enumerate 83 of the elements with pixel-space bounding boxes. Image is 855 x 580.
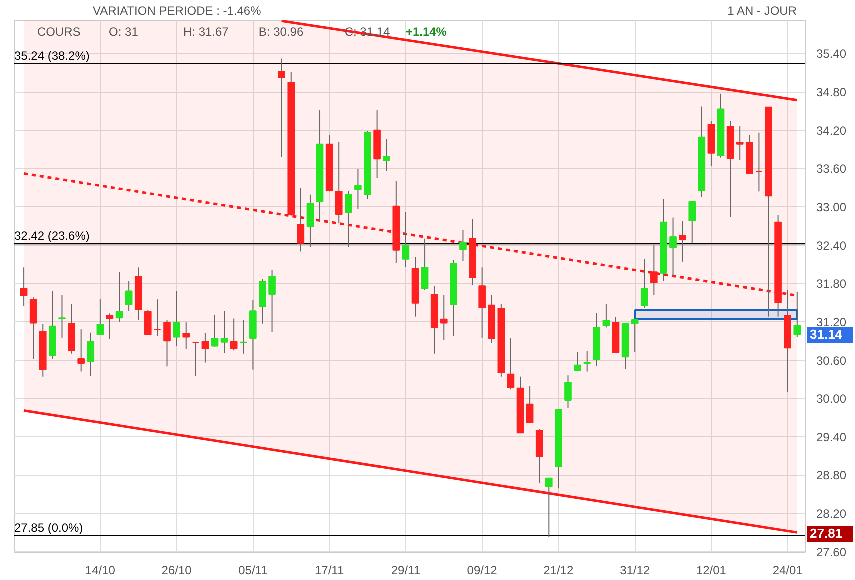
candlestick: [354, 168, 362, 210]
candlestick: [182, 322, 190, 350]
ref-line-label: 32.42 (23.6%): [14, 229, 90, 244]
candlestick: [345, 190, 352, 248]
candlestick: [546, 478, 553, 538]
annotation: B: 30.96: [258, 25, 304, 40]
y-tick-label: 34.20: [816, 124, 847, 138]
x-tick-label: 17/11: [314, 564, 344, 578]
candlestick: [460, 229, 467, 262]
candlestick: [794, 291, 802, 338]
candlestick: [268, 270, 276, 333]
candlestick: [230, 318, 238, 352]
ref-line-label: 35.24 (38.2%): [14, 48, 90, 63]
candlestick: [220, 310, 228, 354]
candlestick: [440, 294, 448, 341]
y-tick-label: 31.20: [816, 315, 847, 330]
y-tick-label: 32.40: [816, 238, 847, 253]
candlestick: [421, 238, 429, 291]
annotation: O: 31: [109, 25, 139, 40]
candlestick: [192, 342, 200, 377]
candlestick: [640, 258, 648, 308]
y-tick-label: 34.80: [816, 86, 847, 100]
x-tick-label: 14/10: [85, 564, 116, 578]
y-tick-label: 29.40: [816, 430, 847, 444]
candlestick: [756, 132, 763, 192]
candlestick: [631, 318, 639, 352]
y-tick-label: 27.60: [816, 545, 847, 560]
candlestick: [125, 280, 133, 312]
y-tick-label: 30.00: [816, 392, 847, 406]
candlestick: [602, 304, 610, 328]
x-tick-label: 26/10: [162, 564, 192, 578]
candlestick: [240, 320, 248, 354]
candlestick: [383, 138, 390, 172]
x-tick-label: 31/12: [620, 564, 650, 578]
x-tick-label: 09/12: [467, 564, 498, 578]
text: 27.81: [810, 526, 843, 542]
candlestick: [526, 386, 534, 424]
ref-line-label: 27.85 (0.0%): [14, 520, 84, 535]
x-tick-label: 21/12: [544, 564, 574, 578]
candlestick: [574, 351, 582, 372]
candlestick: [306, 194, 314, 248]
candlestick: [78, 329, 85, 372]
candlestick: [154, 299, 162, 336]
candlestick: [58, 294, 66, 338]
candlestick: [736, 126, 744, 161]
chart-subtitle: VARIATION PERIODE : -1.46%: [93, 3, 262, 20]
candlestick: [211, 314, 219, 348]
candlestick: [402, 212, 410, 268]
x-tick-label: 24/01: [772, 564, 804, 578]
text: 1 AN - JOUR: [728, 3, 797, 20]
candlestick: [584, 350, 591, 372]
y-tick-label: 35.40: [816, 47, 847, 62]
y-tick-label: 28.80: [816, 468, 847, 483]
annotation: H: 31.67: [183, 25, 230, 40]
annotation: COURS: [37, 25, 81, 40]
candlestick: [478, 267, 486, 338]
candlestick: [116, 272, 124, 322]
annotation: +1.14%: [406, 25, 448, 40]
candlestick: [20, 267, 28, 306]
candlestick: [679, 220, 686, 262]
y-tick-label: 33.00: [816, 200, 847, 214]
candlestick: [164, 320, 171, 368]
text: 31.14: [810, 327, 843, 343]
candlestick: [96, 299, 104, 336]
candlestick: [144, 310, 152, 336]
candlestick: [297, 188, 305, 252]
candlestick: [106, 313, 114, 340]
x-tick-label: 12/01: [696, 564, 727, 578]
x-tick-label: 05/11: [238, 564, 268, 578]
candlestick: [688, 201, 696, 244]
y-tick-label: 31.80: [816, 277, 847, 292]
candlestick: [278, 58, 286, 158]
candlestick: [87, 332, 95, 377]
candlestick: [30, 297, 38, 360]
y-tick-label: 30.60: [816, 354, 847, 368]
candlestick: [670, 217, 677, 278]
y-tick-label: 28.20: [816, 507, 847, 522]
candlestick: [173, 290, 180, 347]
candlestick: [202, 332, 210, 364]
y-tick-label: 33.60: [816, 162, 847, 176]
x-tick-label: 29/11: [391, 564, 421, 578]
candlestick: [507, 338, 515, 390]
candlestick: [564, 375, 572, 409]
